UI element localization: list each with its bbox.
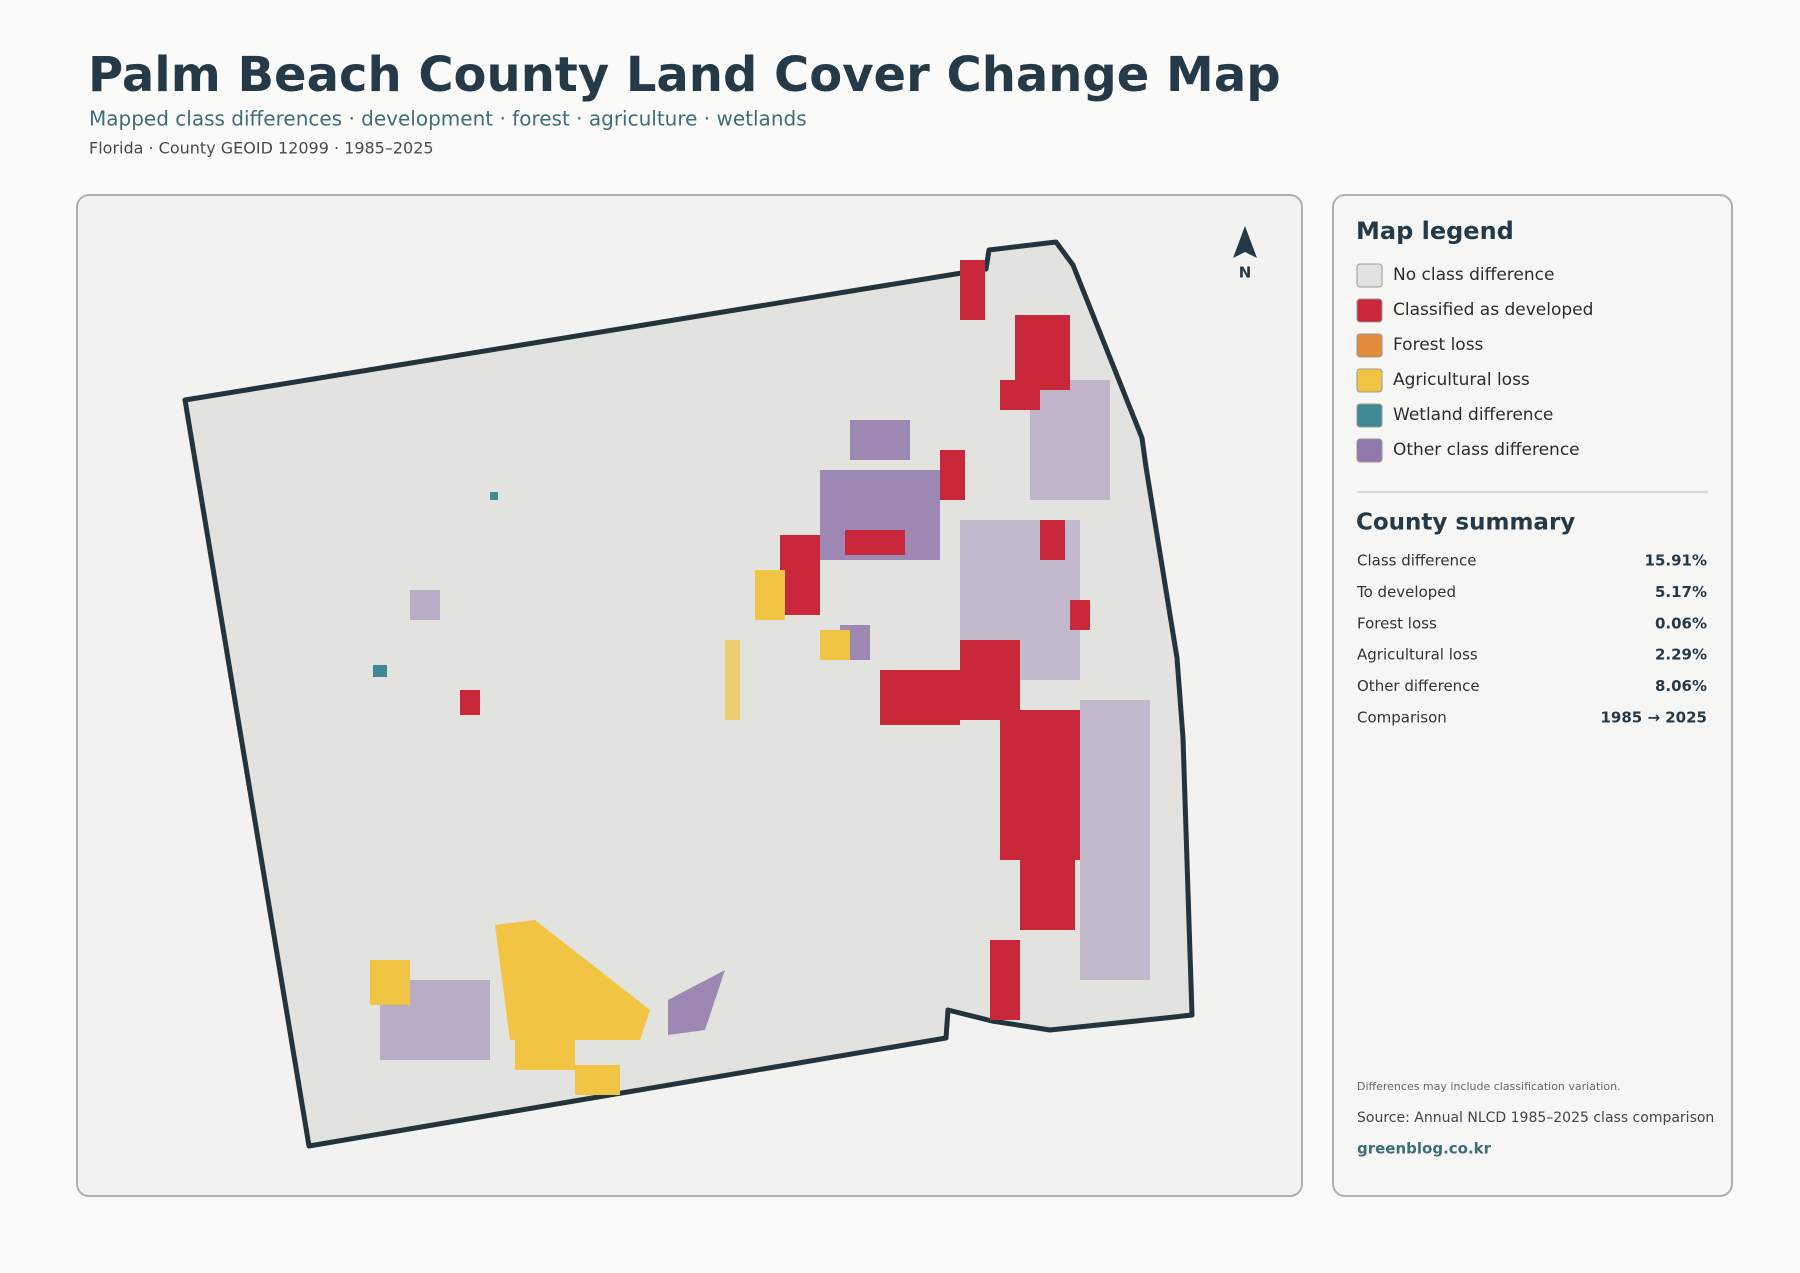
- developed-areas: [460, 260, 1090, 1020]
- subtitle: Mapped class differences · development ·…: [89, 107, 807, 131]
- legend-label: Agricultural loss: [1393, 370, 1530, 390]
- summary-label: Agricultural loss: [1357, 646, 1478, 664]
- summary-value: 15.91%: [1645, 552, 1707, 570]
- meta: Florida · County GEOID 12099 · 1985–2025: [89, 139, 434, 158]
- legend-swatch: [1356, 438, 1383, 463]
- legend-label: Classified as developed: [1393, 300, 1593, 320]
- agricultural-loss-areas: [370, 570, 850, 1095]
- legend-swatch: [1356, 263, 1383, 288]
- map: N: [182, 226, 1257, 1149]
- north-arrow: [1233, 226, 1257, 258]
- side-panel: [1332, 194, 1733, 1197]
- summary-label: Forest loss: [1357, 614, 1437, 632]
- site: greenblog.co.kr: [1357, 1140, 1492, 1158]
- legend-label: No class difference: [1393, 265, 1554, 285]
- legend-label: Wetland difference: [1393, 405, 1553, 425]
- legend: No class difference Classified as develop…: [1356, 263, 1593, 463]
- summary-label: Other difference: [1357, 677, 1480, 695]
- summary-value: 1985 → 2025: [1600, 709, 1707, 727]
- summary-value: 5.17%: [1655, 583, 1707, 601]
- legend-label: Forest loss: [1393, 335, 1484, 355]
- north-label: N: [1239, 264, 1252, 282]
- other-difference-areas: [380, 380, 1150, 1060]
- summary-value: 8.06%: [1655, 677, 1707, 695]
- summary-value: 2.29%: [1655, 646, 1707, 664]
- source: Source: Annual NLCD 1985–2025 class comp…: [1357, 1110, 1714, 1126]
- legend-swatch: [1356, 298, 1383, 323]
- legend-title: Map legend: [1356, 217, 1514, 245]
- summary-label: To developed: [1356, 583, 1456, 601]
- legend-swatch: [1356, 403, 1383, 428]
- summary-label: Comparison: [1357, 709, 1447, 727]
- legend-label: Other class difference: [1393, 440, 1580, 460]
- title: Palm Beach County Land Cover Change Map: [88, 47, 1281, 103]
- summary-value: 0.06%: [1655, 614, 1707, 632]
- summary-title: County summary: [1356, 510, 1575, 536]
- legend-swatch: [1356, 333, 1383, 358]
- legend-swatch: [1356, 368, 1383, 393]
- wetland-difference-areas: [373, 492, 498, 677]
- summary-label: Class difference: [1357, 552, 1477, 570]
- summary-table: Class difference 15.91% To developed 5.17% F…: [1356, 552, 1707, 727]
- caveat: Differences may include classification v…: [1357, 1080, 1621, 1093]
